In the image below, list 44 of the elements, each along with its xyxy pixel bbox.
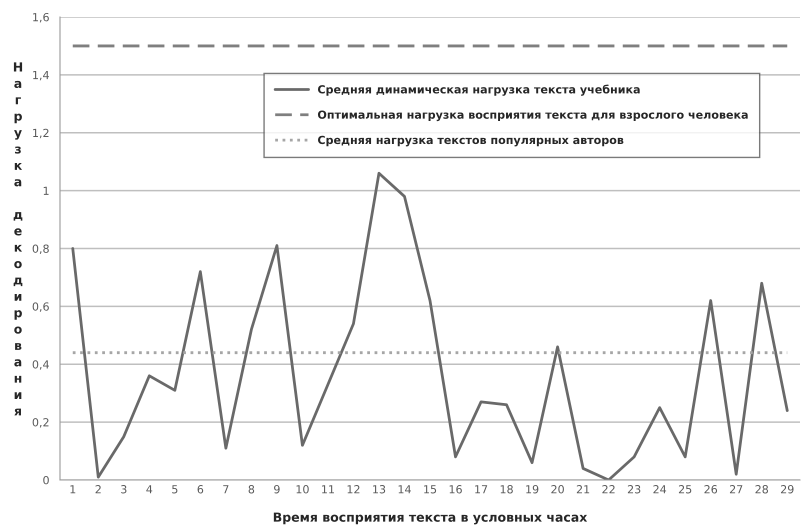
y-tick-label: 0,8 <box>32 244 49 254</box>
y-tick-label: 0,4 <box>32 360 49 370</box>
x-tick-label: 6 <box>198 485 204 494</box>
x-tick-label: 14 <box>398 485 411 494</box>
x-tick-label: 18 <box>500 485 513 494</box>
x-tick-label: 28 <box>755 485 768 494</box>
x-tick-label: 25 <box>678 485 692 494</box>
x-tick-label: 5 <box>172 485 178 494</box>
x-tick-label: 22 <box>602 485 615 494</box>
x-tick-label: 7 <box>223 485 228 494</box>
x-tick-label: 9 <box>274 485 280 494</box>
y-tick-label: 1,6 <box>33 12 49 23</box>
x-tick-label: 3 <box>121 485 126 494</box>
x-tick-label: 27 <box>730 485 742 494</box>
legend-label: Средняя динамическая нагрузка текста учебника <box>318 84 640 96</box>
y-tick-label: 1,2 <box>33 128 48 138</box>
x-tick-label: 1 <box>70 485 76 494</box>
text: Нагрузка декодирования <box>14 62 22 416</box>
x-tick-label: 8 <box>248 485 254 494</box>
x-axis-title: Время восприятия текста в условных часах <box>274 512 588 524</box>
x-tick-label: 10 <box>296 485 309 494</box>
x-tick-label: 12 <box>348 485 360 494</box>
x-tick-label: 4 <box>146 485 152 494</box>
x-tick-label: 24 <box>653 485 666 494</box>
legend-label: Оптимальная нагрузка восприятия текста для взрослого человека <box>318 110 748 122</box>
x-tick-label: 17 <box>475 485 488 494</box>
x-tick-label: 19 <box>526 485 538 494</box>
x-tick-label: 11 <box>322 485 334 494</box>
x-tick-label: 23 <box>628 485 640 494</box>
y-tick-label: 1,4 <box>33 70 49 80</box>
x-tick-label: 21 <box>576 485 590 494</box>
y-tick-label: 0 <box>43 476 49 484</box>
x-tick-label: 29 <box>780 485 794 494</box>
y-tick-label: 0,6 <box>32 302 49 312</box>
x-tick-label: 2 <box>96 485 101 494</box>
legend-label: Средняя нагрузка текстов популярных авторов <box>318 136 624 146</box>
x-tick-label: 13 <box>373 485 386 494</box>
y-tick-label: 0,2 <box>32 418 48 428</box>
x-tick-label: 20 <box>551 485 564 494</box>
x-tick-label: 15 <box>424 485 436 494</box>
line-series <box>71 172 789 480</box>
x-tick-label: 26 <box>704 485 718 494</box>
y-tick-label: 1 <box>44 186 49 195</box>
x-tick-label: 16 <box>450 485 462 494</box>
